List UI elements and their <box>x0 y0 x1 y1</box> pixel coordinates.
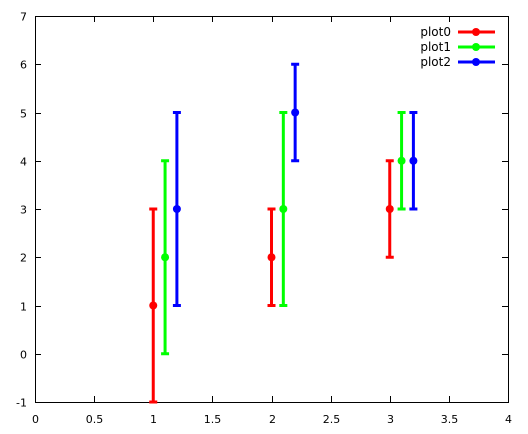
data-point <box>149 301 158 310</box>
legend-marker <box>472 58 480 66</box>
series-layer <box>149 62 418 404</box>
x-tick-label: 3.5 <box>441 413 459 426</box>
x-tick-label: 1 <box>150 413 157 426</box>
y-tick-label: 0 <box>20 349 27 362</box>
data-point <box>279 205 288 213</box>
legend-label: plot2 <box>420 55 451 69</box>
legend-marker <box>472 43 480 51</box>
x-tick-label: 0.5 <box>86 413 104 426</box>
y-tick-label: 1 <box>20 301 27 314</box>
y-tick-label: 5 <box>20 108 27 121</box>
legend-item: plot1 <box>420 40 495 54</box>
data-point <box>172 205 181 213</box>
legend-item: plot0 <box>420 25 495 39</box>
y-tick-label: 2 <box>20 252 27 265</box>
axes: 0 0.5 1 1.5 2 2.5 3 3.5 4 -1 0 1 2 3 4 5 6 7 <box>16 11 512 427</box>
x-tick-label: 0 <box>32 413 39 426</box>
data-point <box>267 253 276 262</box>
x-tick-label: 1.5 <box>204 413 222 426</box>
data-point <box>161 253 170 262</box>
x-tick-label: 4 <box>505 413 512 426</box>
series-plot0 <box>149 159 394 404</box>
series-plot2 <box>172 62 418 307</box>
legend-marker <box>472 28 480 36</box>
data-point <box>397 156 406 165</box>
data-point <box>409 156 418 165</box>
x-tick-label: 2.5 <box>323 413 341 426</box>
y-tick-label: -1 <box>16 397 27 410</box>
x-tick-label: 2 <box>269 413 276 426</box>
y-tick-label: 4 <box>20 156 27 169</box>
legend-item: plot2 <box>420 55 495 69</box>
x-tick-label: 3 <box>387 413 394 426</box>
data-point <box>385 205 394 213</box>
legend-label: plot0 <box>420 25 451 39</box>
data-point <box>291 108 300 117</box>
legend-label: plot1 <box>420 40 451 54</box>
y-tick-label: 3 <box>20 204 27 217</box>
y-tick-label: 7 <box>20 11 27 24</box>
y-tick-label: 6 <box>20 59 27 72</box>
series-plot1 <box>161 111 406 356</box>
